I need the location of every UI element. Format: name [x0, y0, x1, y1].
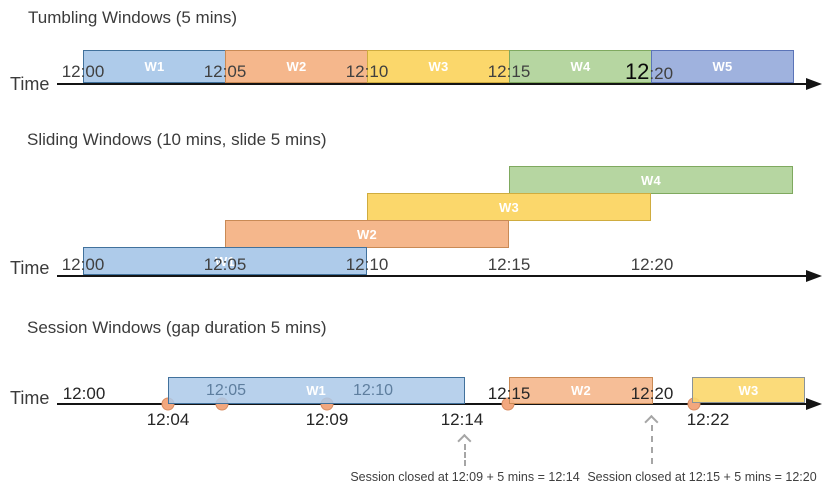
sliding-window-w1: W1 — [83, 247, 367, 275]
session-window-w2: W2 — [509, 377, 653, 404]
sliding-window-w4: W4 — [509, 166, 793, 194]
sliding-time-axis-label: Time — [10, 258, 50, 278]
tumbling-tick-1200: 12:00 — [61, 62, 105, 81]
session-timeline — [57, 403, 808, 405]
window-label: W3 — [428, 59, 449, 74]
session-w1-tick-1210: 12:10 — [352, 382, 394, 399]
window-label: W1 — [306, 383, 326, 398]
sliding-window-w2: W2 — [225, 220, 509, 248]
window-label: W2 — [570, 383, 592, 398]
window-label: W1 — [144, 59, 165, 74]
callout-arrow-stem — [651, 425, 653, 464]
sliding-timeline-arrowhead-icon — [806, 270, 822, 282]
tumbling-window-w4: W4 — [509, 50, 652, 83]
session-tick-1200: 12:00 — [62, 384, 106, 403]
session-time-axis-label: Time — [10, 388, 50, 408]
session-tick-1215: 12:15 — [487, 384, 531, 403]
tumbling-time-axis-label: Time — [10, 74, 50, 94]
tumbling-tick-1205: 12:05 — [203, 62, 247, 81]
window-label: W1 — [214, 253, 236, 269]
session-tick-1220: 12:20 — [630, 384, 674, 403]
event-label-1214: 12:14 — [440, 410, 484, 429]
window-label: W4 — [570, 59, 591, 74]
tumbling-tick-1215: 12:15 — [487, 62, 531, 81]
session-window-w3: W3 — [692, 377, 805, 403]
session-closed-annotation-2: Session closed at 12:15 + 5 mins = 12:20 — [587, 470, 817, 484]
tumbling-title: Tumbling Windows (5 mins) — [28, 8, 238, 27]
sliding-title: Sliding Windows (10 mins, slide 5 mins) — [27, 130, 327, 149]
session-window-w1: 12:05 W1 12:10 — [168, 377, 465, 404]
window-label: W2 — [356, 226, 378, 242]
window-label: W3 — [498, 199, 520, 215]
tick-minute-part: :20 — [649, 64, 674, 83]
tumbling-window-w1: W1 — [83, 50, 226, 83]
event-label-1204: 12:04 — [146, 410, 190, 429]
session-title: Session Windows (gap duration 5 mins) — [27, 318, 327, 337]
callout-arrow-stem — [464, 444, 466, 466]
tumbling-tick-1220: 12:20 — [624, 59, 674, 84]
session-w1-tick-1205: 12:05 — [205, 382, 247, 399]
sliding-tick-1215: 12:15 — [487, 255, 531, 274]
window-label: W3 — [738, 382, 759, 398]
window-label: W5 — [712, 59, 733, 74]
tick-hour-part: 12 — [624, 59, 650, 84]
tumbling-tick-1210: 12:10 — [345, 62, 389, 81]
sliding-tick-1205: 12:05 — [203, 255, 247, 274]
sliding-tick-1220: 12:20 — [630, 255, 674, 274]
tumbling-timeline — [57, 83, 808, 85]
sliding-timeline — [57, 275, 808, 277]
tumbling-window-w2: W2 — [225, 50, 368, 83]
tumbling-window-w3: W3 — [367, 50, 510, 83]
sliding-tick-1210: 12:10 — [345, 255, 389, 274]
window-label: W2 — [286, 59, 307, 74]
tumbling-timeline-arrowhead-icon — [806, 78, 822, 90]
sliding-tick-1200: 12:00 — [61, 255, 105, 274]
sliding-window-w3: W3 — [367, 193, 651, 221]
event-label-1209: 12:09 — [305, 410, 349, 429]
session-timeline-arrowhead-icon — [806, 398, 822, 410]
tumbling-window-w5: W5 — [651, 50, 794, 83]
session-closed-annotation-1: Session closed at 12:09 + 5 mins = 12:14 — [350, 470, 580, 484]
event-label-1222: 12:22 — [686, 410, 730, 429]
window-label: W4 — [640, 172, 662, 188]
